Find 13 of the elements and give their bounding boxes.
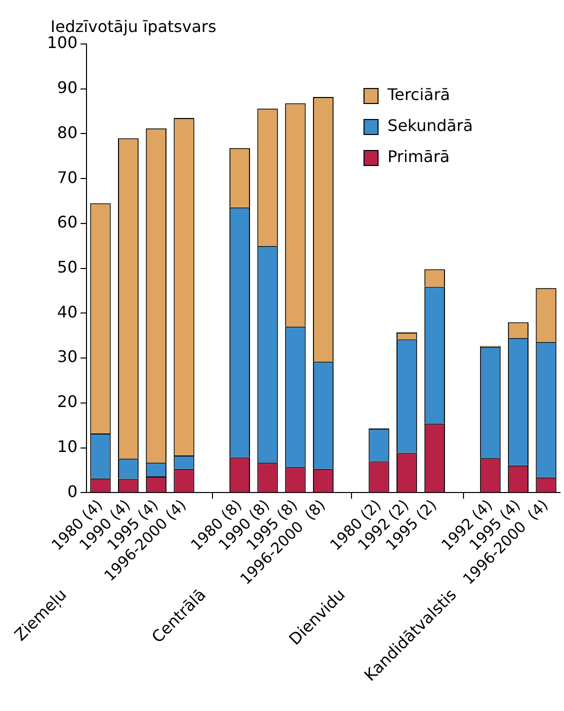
y-tick-label: 60: [57, 212, 78, 232]
y-tick-label: 90: [57, 78, 78, 98]
legend-label: Sekundārā: [388, 116, 473, 136]
legend-label: Terciārā: [386, 85, 450, 104]
legend-label: Primārā: [388, 147, 450, 166]
y-tick-label: 30: [57, 347, 78, 366]
y-tick-label: 10: [57, 436, 78, 456]
y-tick-label: 80: [57, 122, 78, 142]
y-tick-label: 50: [57, 258, 78, 276]
y-tick-label: 40: [57, 302, 78, 322]
y-tick-label: 0: [67, 482, 78, 501]
y-tick-label: 70: [57, 168, 78, 187]
y-tick-label: 20: [57, 392, 78, 412]
